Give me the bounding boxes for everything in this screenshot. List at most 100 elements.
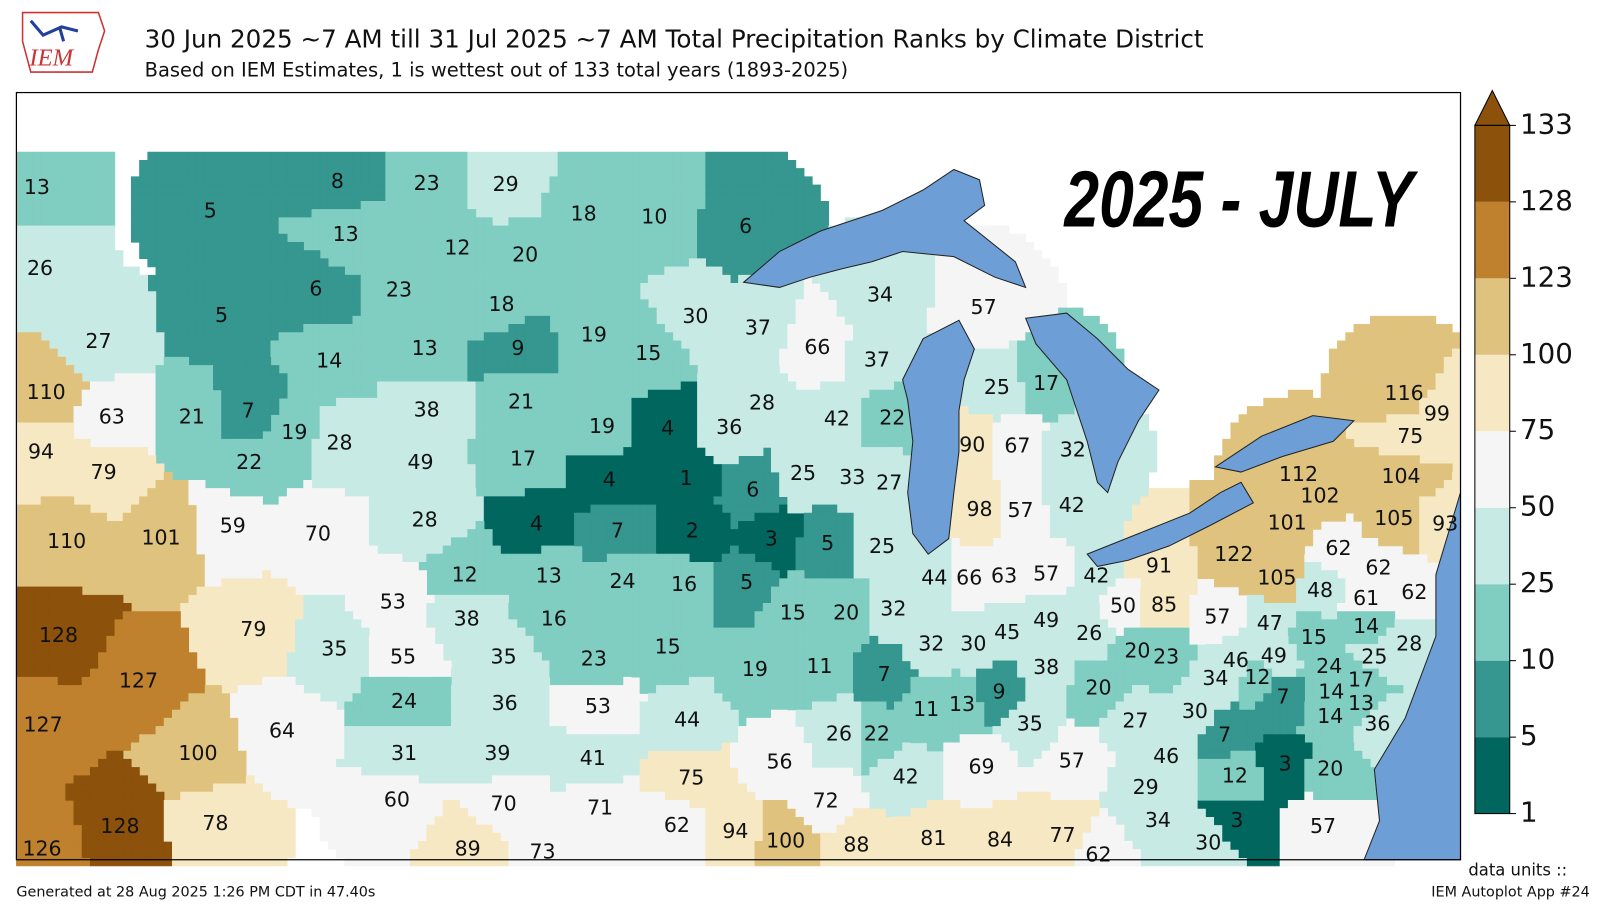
district-rank: 26 — [27, 256, 53, 280]
district-rank: 44 — [921, 566, 947, 590]
footer-units: data units :: — [1468, 861, 1567, 880]
district-rank: 112 — [1279, 462, 1318, 486]
district-rank: 88 — [843, 832, 869, 856]
district-rank: 13 — [412, 336, 438, 360]
district-rank: 34 — [1202, 666, 1228, 690]
district-rank: 20 — [833, 601, 859, 625]
district-rank: 5 — [821, 531, 834, 555]
district-rank: 15 — [1301, 625, 1327, 649]
district-rank: 18 — [488, 292, 514, 316]
district-rank: 45 — [994, 620, 1020, 644]
district-rank: 14 — [316, 348, 342, 372]
district-rank: 33 — [839, 465, 865, 489]
district-rank: 26 — [1076, 621, 1102, 645]
logo: IEM — [21, 11, 106, 73]
district-rank: 104 — [1381, 464, 1420, 488]
district — [1255, 734, 1314, 809]
colorbar-tick-label: 10 — [1520, 643, 1555, 676]
district-rank: 11 — [913, 697, 939, 721]
district-rank: 22 — [879, 406, 905, 430]
district — [1025, 717, 1117, 801]
district-rank: 19 — [281, 420, 307, 444]
district-rank: 110 — [27, 380, 66, 404]
district — [1074, 808, 1141, 867]
district-rank: 49 — [407, 450, 433, 474]
map-frame — [15, 91, 1462, 861]
district — [180, 570, 304, 694]
district-rank: 7 — [242, 399, 255, 423]
district-rank: 63 — [991, 564, 1017, 588]
district-rank: 36 — [716, 415, 742, 439]
district-rank: 75 — [1397, 424, 1423, 448]
district-rank: 128 — [100, 814, 139, 838]
district-rank: 30 — [1182, 699, 1208, 723]
district — [1066, 603, 1117, 662]
district-rank: 59 — [220, 513, 246, 537]
district — [615, 151, 706, 284]
district-rank: 32 — [880, 596, 906, 620]
district-rank: 4 — [603, 467, 616, 491]
district-rank: 24 — [391, 689, 417, 713]
colorbar-tick-label: 123 — [1520, 260, 1573, 293]
district-rank: 110 — [47, 529, 86, 553]
district-rank: 37 — [745, 315, 771, 339]
district-rank: 35 — [491, 645, 517, 669]
district-rank: 21 — [179, 405, 205, 429]
district-rank: 71 — [587, 795, 613, 819]
district-rank: 12 — [444, 235, 470, 259]
district — [574, 504, 657, 563]
district — [1115, 791, 1199, 867]
district-rank: 44 — [674, 707, 700, 731]
district-rank: 12 — [1244, 665, 1270, 689]
district-rank: 14 — [1317, 704, 1343, 728]
district-rank: 25 — [1361, 645, 1387, 669]
district-rank: 89 — [455, 836, 481, 860]
district-rank: 81 — [920, 826, 946, 850]
district-rank: 28 — [326, 430, 352, 454]
district-rank: 49 — [1033, 608, 1059, 632]
district-rank: 79 — [240, 617, 266, 641]
district-rank: 128 — [39, 623, 78, 647]
district-rank: 28 — [412, 507, 438, 531]
district-rank: 9 — [511, 336, 524, 360]
district — [1296, 562, 1346, 621]
district-rank: 57 — [1033, 562, 1059, 586]
colorbar-tick-label: 133 — [1520, 107, 1573, 140]
district-rank: 13 — [1348, 691, 1374, 715]
district-rank: 38 — [414, 398, 440, 422]
district-rank: 22 — [236, 450, 262, 474]
district — [368, 627, 452, 678]
district-rank: 6 — [746, 478, 759, 502]
district — [1238, 594, 1297, 645]
district-rank: 126 — [22, 836, 61, 860]
colorbar-bin — [1474, 507, 1510, 585]
district-rank: 98 — [966, 497, 992, 521]
district-rank: 42 — [1059, 493, 1085, 517]
district — [163, 775, 296, 867]
district-rank: 99 — [1424, 402, 1450, 426]
district — [787, 635, 854, 711]
district-rank: 57 — [971, 295, 997, 319]
district-rank: 50 — [1110, 593, 1136, 617]
district-rank: 7 — [1277, 685, 1290, 709]
district-rank: 105 — [1257, 566, 1296, 590]
district-rank: 9 — [992, 680, 1005, 704]
district-rank: 57 — [1204, 605, 1230, 629]
subtitle: Based on IEM Estimates, 1 is wettest out… — [145, 59, 849, 82]
district-rank: 2 — [686, 519, 699, 543]
district-rank: 24 — [1316, 654, 1342, 678]
district-rank: 91 — [1146, 553, 1172, 577]
district-rank: 14 — [1353, 614, 1379, 638]
district-rank: 42 — [893, 765, 919, 789]
district-rank: 57 — [1007, 498, 1033, 522]
district-rank: 16 — [541, 607, 567, 631]
district-rank: 66 — [804, 335, 830, 359]
district-rank: 5 — [215, 303, 228, 327]
district-rank: 13 — [949, 692, 975, 716]
district-rank: 66 — [956, 566, 982, 590]
district-rank: 4 — [530, 511, 543, 535]
colorbar-bin — [1474, 125, 1510, 202]
district-rank: 3 — [1230, 808, 1243, 832]
district-rank: 70 — [491, 791, 517, 815]
